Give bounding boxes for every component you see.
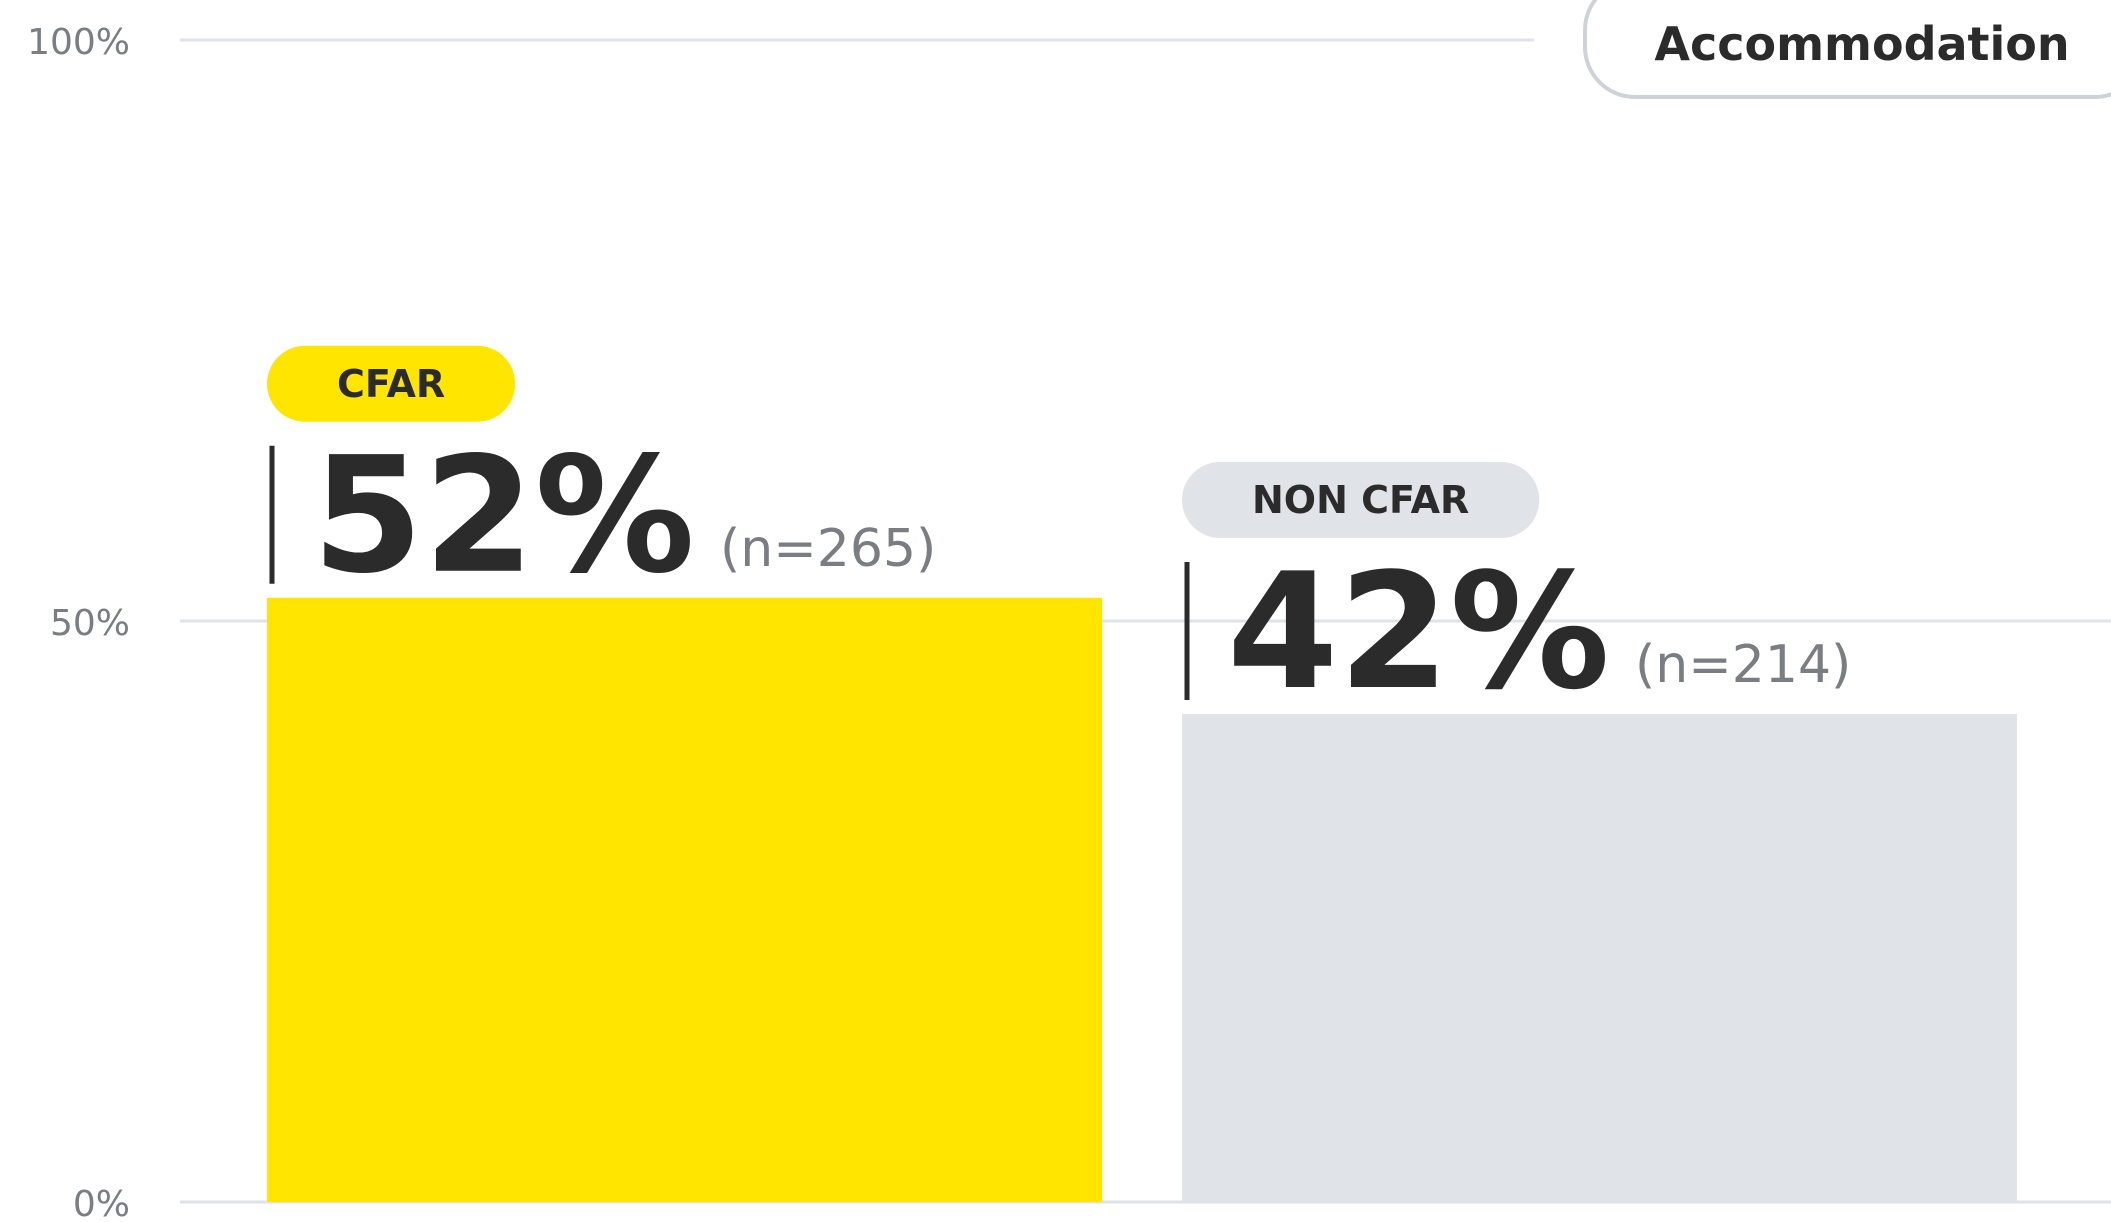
value-label: 52% [312, 422, 695, 609]
category-pill [1182, 461, 1540, 538]
value-label: 42% [1227, 538, 1610, 725]
bar [267, 597, 1102, 1202]
sample-label: (n=214) [1635, 635, 1851, 695]
sample-label: (n=265) [720, 519, 936, 579]
category-label: CFAR [337, 362, 445, 406]
y-tick-label: 50% [50, 603, 130, 644]
category-pill [267, 345, 516, 422]
y-tick-label: 100% [27, 22, 130, 63]
filter-label[interactable]: Accommodation [1654, 17, 2069, 71]
y-tick-label: 0% [73, 1184, 130, 1222]
filter-button[interactable] [1583, 0, 2111, 99]
category-label: NON CFAR [1252, 478, 1469, 522]
bar [1182, 713, 2017, 1202]
